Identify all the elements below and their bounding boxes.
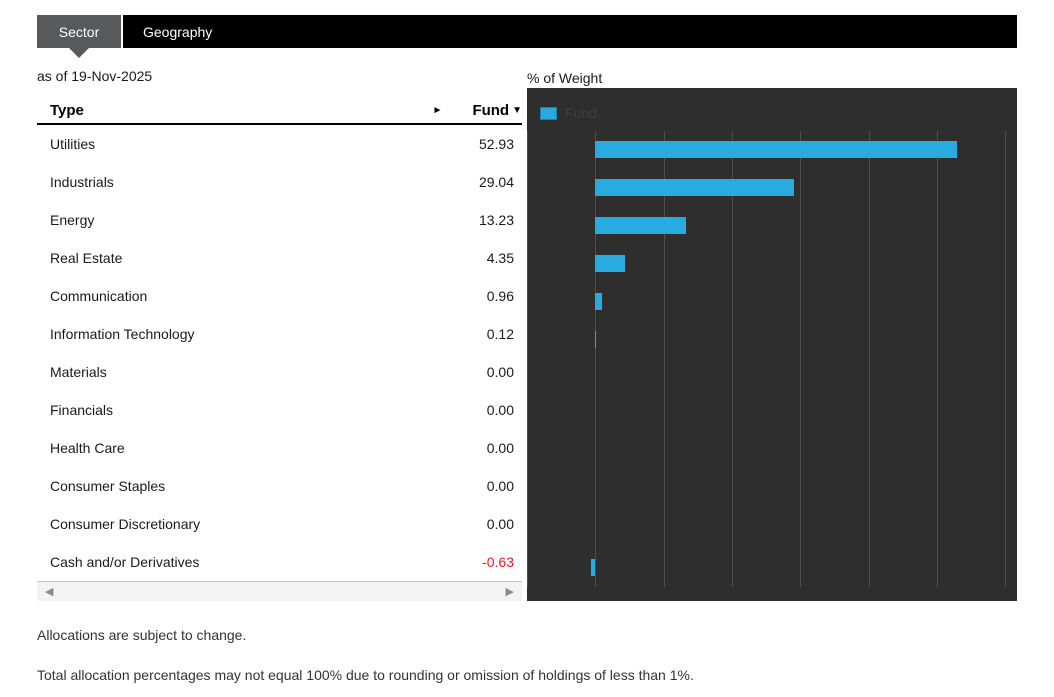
chart-bar-information-technology[interactable]	[595, 331, 597, 348]
table-row: Materials 0.00	[37, 353, 522, 391]
row-label: Industrials	[50, 174, 114, 190]
row-value: 52.93	[478, 136, 514, 152]
as-of-date: as of 19-Nov-2025	[37, 68, 153, 84]
chart-bar-energy[interactable]	[595, 217, 686, 234]
table-row: Communication 0.96	[37, 277, 522, 315]
row-value: 0.96	[486, 288, 514, 304]
chart-bar-real-estate[interactable]	[595, 255, 626, 272]
gridline	[1005, 131, 1007, 587]
row-value: 4.35	[486, 250, 514, 266]
row-value: -0.63	[482, 554, 514, 570]
row-label: Energy	[50, 212, 95, 228]
row-label: Materials	[50, 364, 107, 380]
tab-geography[interactable]: Geography	[123, 15, 232, 48]
footnote-allocations: Allocations are subject to change.	[37, 627, 247, 643]
chart-bar-cash-and-or-derivatives[interactable]	[591, 559, 596, 576]
chart-bar-communication[interactable]	[595, 293, 602, 310]
tab-divider	[121, 15, 123, 48]
table-row: Information Technology 0.12	[37, 315, 522, 353]
tab-sector[interactable]: Sector	[37, 15, 121, 48]
gridline	[937, 131, 939, 587]
row-label: Real Estate	[50, 250, 123, 266]
footnote-rounding: Total allocation percentages may not equ…	[37, 667, 694, 683]
row-value: 0.12	[486, 326, 514, 342]
tab-geography-label: Geography	[143, 23, 213, 40]
table-row: Consumer Staples 0.00	[37, 467, 522, 505]
row-value: 0.00	[486, 478, 514, 494]
gridline	[527, 131, 528, 587]
horizontal-scrollbar[interactable]: ◀ ▶	[37, 581, 522, 601]
legend-swatch-icon	[540, 106, 557, 120]
column-header-fund-label: Fund	[472, 102, 510, 119]
scroll-left-arrow-icon[interactable]: ◀	[45, 586, 54, 598]
row-label: Utilities	[50, 136, 96, 152]
table-row: Financials 0.00	[37, 391, 522, 429]
tab-bar: Sector Geography	[37, 15, 1017, 48]
gridline	[868, 131, 870, 587]
table-header: Type ► Fund ▼	[37, 98, 522, 125]
allocations-table: Type ► Fund ▼ Utilities 52.93 Industrial…	[37, 98, 522, 601]
table-row: Cash and/or Derivatives -0.63	[37, 543, 522, 581]
row-value: 0.00	[486, 516, 514, 532]
chart-title: % of Weight	[527, 70, 603, 86]
row-value: 0.00	[486, 402, 514, 418]
weight-chart: Fund	[527, 88, 1017, 601]
row-label: Cash and/or Derivatives	[50, 554, 200, 570]
chart-legend-item[interactable]: Fund	[540, 105, 597, 121]
column-header-fund[interactable]: Fund ▼	[472, 102, 522, 119]
gridline	[732, 131, 734, 587]
gridline	[800, 131, 802, 587]
chart-bar-industrials[interactable]	[595, 179, 794, 196]
table-row: Industrials 29.04	[37, 163, 522, 201]
row-label: Financials	[50, 402, 114, 418]
row-label: Communication	[50, 288, 148, 304]
table-row: Energy 13.23	[37, 201, 522, 239]
table-row: Utilities 52.93	[37, 125, 522, 163]
table-row: Consumer Discretionary 0.00	[37, 505, 522, 543]
row-value: 13.23	[478, 212, 514, 228]
scroll-right-arrow-icon[interactable]: ▶	[505, 586, 514, 598]
row-label: Consumer Staples	[50, 478, 166, 494]
legend-label: Fund	[565, 105, 597, 121]
tab-sector-label: Sector	[58, 23, 100, 40]
table-row: Health Care 0.00	[37, 429, 522, 467]
scroll-right-icon[interactable]: ►	[432, 105, 443, 116]
row-label: Health Care	[50, 440, 125, 456]
chart-bar-utilities[interactable]	[595, 141, 958, 158]
gridline	[663, 131, 665, 587]
column-header-type[interactable]: Type	[50, 102, 84, 119]
chart-plot	[527, 131, 1017, 587]
row-value: 0.00	[486, 364, 514, 380]
row-label: Information Technology	[50, 326, 195, 342]
sort-desc-icon: ▼	[512, 105, 522, 116]
table-body: Utilities 52.93 Industrials 29.04 Energy…	[37, 125, 522, 581]
gridline	[595, 131, 597, 587]
row-value: 29.04	[478, 174, 514, 190]
table-row: Real Estate 4.35	[37, 239, 522, 277]
row-label: Consumer Discretionary	[50, 516, 201, 532]
row-value: 0.00	[486, 440, 514, 456]
